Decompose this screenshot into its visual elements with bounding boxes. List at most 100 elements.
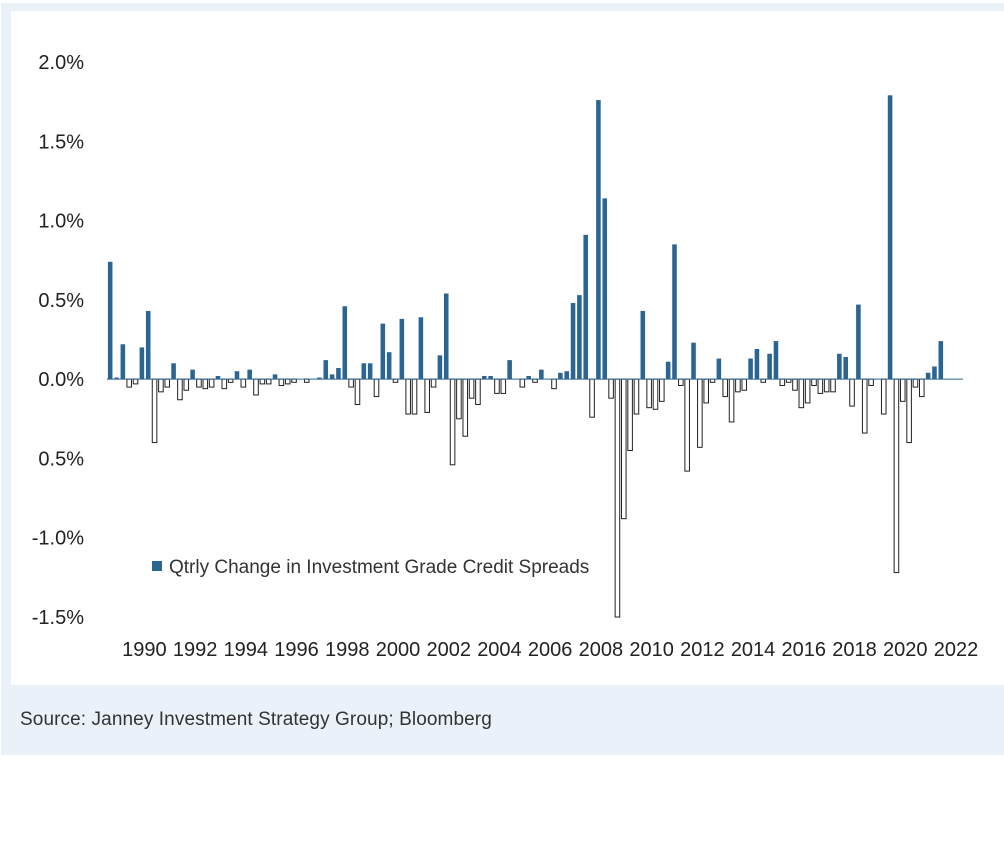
y-tick-label: 1.5% [38,131,84,153]
bar [678,378,684,386]
bar [494,378,500,394]
bar [633,378,640,415]
bar [938,341,944,380]
y-axis: 2.0% 1.5% 1.0% 0.5% 0.0% 0.5% -1.0% -1.5% [32,52,84,629]
x-tick-label: 1990 [122,639,167,661]
bar [443,293,449,380]
bar [861,378,868,434]
legend: Qtrly Change in Investment Grade Credit … [152,557,589,578]
x-axis: 1990 1992 1994 1996 1998 2000 2002 2004 2006 2008… [122,639,978,661]
source-note: Source: Janney Investment Strategy Group… [20,709,492,730]
bar [329,374,335,380]
bar [456,378,462,420]
bar [284,378,291,385]
y-tick-label: 0.5% [38,448,84,470]
bar [202,378,209,390]
x-tick-label: 2010 [629,639,674,661]
y-tick-label: 0.5% [38,290,84,312]
x-tick-label: 2016 [782,639,827,661]
bar [716,358,722,380]
x-tick-label: 2012 [680,639,725,661]
bar [804,378,811,404]
bar [507,360,512,380]
bar [627,378,633,452]
bar [691,342,696,380]
bar [665,361,671,380]
bar [411,378,418,415]
bar [652,378,659,410]
bar [462,378,469,437]
bar [912,378,919,388]
bar [767,353,772,380]
bar [754,349,760,380]
y-tick-label: 0.0% [38,369,84,391]
bar [519,378,526,388]
bar [659,378,665,402]
bar [748,358,753,380]
bar [640,310,646,380]
x-tick-label: 2022 [934,639,979,661]
bar [468,378,475,399]
bar [190,369,195,380]
bar [817,378,824,394]
bar [120,344,126,380]
bar [925,372,931,380]
bar [672,244,677,380]
bar [177,378,183,401]
bar [399,318,405,380]
bar [899,378,906,402]
bar [323,360,329,380]
bar [526,375,531,380]
bar [247,369,252,380]
bar [437,355,443,380]
bar [539,369,544,380]
bar [107,261,113,380]
y-tick-label: -1.0% [32,528,84,550]
bar [373,378,380,398]
bar [564,371,569,380]
bar [405,378,411,415]
bar [551,378,557,390]
bar [151,378,158,444]
bar [811,378,817,386]
bar [646,378,652,409]
legend-label: Qtrly Change in Investment Grade Credit … [169,557,589,578]
bar [361,363,367,380]
x-tick-label: 1996 [274,639,319,661]
bar [792,378,798,391]
bar [139,347,145,380]
bar [684,378,690,472]
figure-frame: 2.0% 1.5% 1.0% 0.5% 0.0% 0.5% -1.0% -1.5% 1990 1… [1,3,1004,755]
bar [265,378,272,385]
bar-series [107,95,944,618]
x-tick-label: 1998 [325,639,370,661]
bar [614,378,621,618]
bar [183,378,190,391]
x-tick-label: 2000 [376,639,421,661]
bar [221,378,228,390]
bar [234,371,240,380]
bar [602,198,608,380]
bar [837,353,842,380]
bar [577,295,582,380]
bar [386,352,392,380]
bar [849,378,855,407]
bar [171,363,176,380]
bar [253,378,259,396]
x-tick-label: 1992 [173,639,218,661]
bar [856,304,861,380]
bar [418,317,424,380]
bar [164,378,171,388]
bar-chart: 2.0%1.5%1.0%0.5%0.0%0.5%-1.0%-1.5% 1990 1… [32,52,978,661]
bar [475,378,481,406]
bar [132,378,139,385]
bar [367,363,373,380]
bar [354,378,361,406]
x-tick-label: 2008 [579,639,624,661]
bar [843,356,848,380]
bar [697,378,703,448]
bar [342,306,348,380]
bar [488,375,493,380]
x-tick-label: 2002 [426,639,471,661]
bar [703,378,709,404]
